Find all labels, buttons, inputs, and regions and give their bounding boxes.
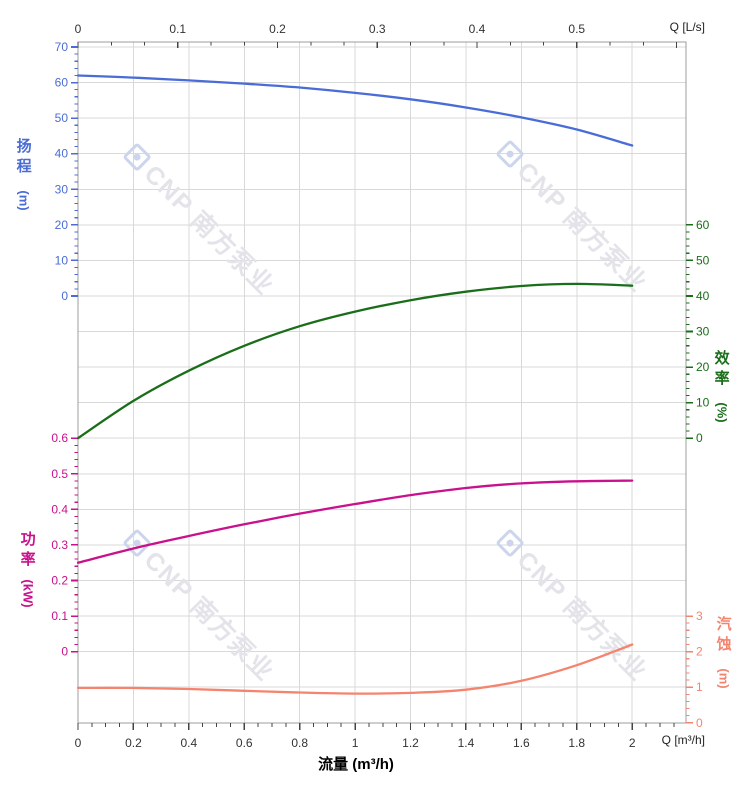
svg-text:30: 30 [696,325,710,339]
npsh-axis-name: 汽蚀 [716,616,732,653]
svg-text:40: 40 [55,147,69,161]
svg-text:0.6: 0.6 [51,431,68,445]
svg-text:0.1: 0.1 [51,609,68,623]
head-axis-name: 扬程 [16,138,32,175]
cnp-logo-icon [496,529,524,557]
watermark: CNP 南方泵业 [496,529,653,687]
power-axis: 0 0.1 0.2 0.3 0.4 0.5 0.6 [51,431,78,659]
cnp-logo-dot [506,539,514,547]
svg-text:1.8: 1.8 [568,736,585,750]
npsh-axis: 0 1 2 3 [686,609,703,730]
cnp-logo-dot [133,539,141,547]
svg-text:0.3: 0.3 [51,538,68,552]
svg-text:0: 0 [696,716,703,730]
cnp-logo-dot [133,153,141,161]
svg-text:0.5: 0.5 [51,467,68,481]
svg-text:0: 0 [61,289,68,303]
watermark: CNP 南方泵业 [123,143,280,301]
svg-text:0: 0 [696,431,703,445]
svg-text:20: 20 [696,360,710,374]
svg-text:50: 50 [55,111,69,125]
head-axis-title: 扬程 (m) [14,137,34,211]
cnp-logo-icon [123,143,151,171]
svg-text:60: 60 [696,218,710,232]
efficiency-axis-name: 效率 [714,350,730,387]
grid [78,42,686,724]
svg-text:1.4: 1.4 [458,736,475,750]
svg-text:0.3: 0.3 [369,22,386,36]
svg-text:60: 60 [55,76,69,90]
svg-text:2: 2 [696,645,703,659]
svg-text:0.8: 0.8 [291,736,308,750]
svg-text:20: 20 [55,218,69,232]
power-axis-title: 功率 (kW) [14,530,42,608]
power-curve [76,479,634,564]
head-curve [76,74,634,147]
efficiency-axis-title: 效率 (%) [712,349,732,423]
head-axis-unit: (m) [16,190,32,211]
svg-text:0: 0 [75,736,82,750]
cnp-logo-icon [496,140,524,168]
bottom-axis: 0 0.2 0.4 0.6 0.8 1 1.2 1.4 1.6 1.8 2 [75,723,675,750]
svg-text:0.2: 0.2 [125,736,142,750]
svg-text:0.2: 0.2 [269,22,286,36]
npsh-curve [76,643,634,695]
plot-border [77,41,687,724]
head-axis: 0 10 20 30 40 50 60 70 [55,40,78,303]
svg-text:1.2: 1.2 [402,736,419,750]
power-axis-name: 功率 [20,531,36,568]
efficiency-axis-unit: (%) [714,402,730,423]
efficiency-axis: 0 10 20 30 40 50 60 [686,218,710,445]
svg-text:50: 50 [696,253,710,267]
svg-text:10: 10 [55,253,69,267]
svg-text:2: 2 [629,736,636,750]
svg-text:1.6: 1.6 [513,736,530,750]
svg-text:0.4: 0.4 [51,502,68,516]
svg-text:0: 0 [75,22,82,36]
bottom-axis-unit-label: Q [m³/h] [661,733,705,747]
svg-text:0.4: 0.4 [180,736,197,750]
power-axis-unit: (kW) [20,579,36,608]
flow-axis-title: 流量 (m³/h) [318,756,394,773]
efficiency-curve [76,282,634,440]
svg-text:40: 40 [696,289,710,303]
svg-text:70: 70 [55,40,69,54]
svg-text:0.1: 0.1 [169,22,186,36]
svg-text:0.2: 0.2 [51,574,68,588]
top-axis: 0 0.1 0.2 0.3 0.4 0.5 [75,22,678,48]
svg-text:0.5: 0.5 [568,22,585,36]
svg-text:10: 10 [696,396,710,410]
svg-text:0.4: 0.4 [469,22,486,36]
svg-text:1: 1 [696,680,703,694]
svg-text:3: 3 [696,609,703,623]
top-axis-unit-label: Q [L/s] [669,20,705,34]
svg-text:0.6: 0.6 [236,736,253,750]
watermark: CNP 南方泵业 [496,140,653,298]
npsh-axis-unit: (m) [716,668,732,689]
watermark: CNP 南方泵业 [123,529,280,687]
watermark-group: CNP 南方泵业 CNP 南方泵业 CNP 南方泵业 CNP 南方泵业 [123,140,653,687]
watermark-text: CNP 南方泵业 [138,159,280,301]
svg-text:30: 30 [55,182,69,196]
npsh-axis-title: 汽蚀 (m) [714,615,734,689]
cnp-logo-dot [506,150,514,158]
svg-text:1: 1 [352,736,359,750]
svg-text:0: 0 [61,645,68,659]
